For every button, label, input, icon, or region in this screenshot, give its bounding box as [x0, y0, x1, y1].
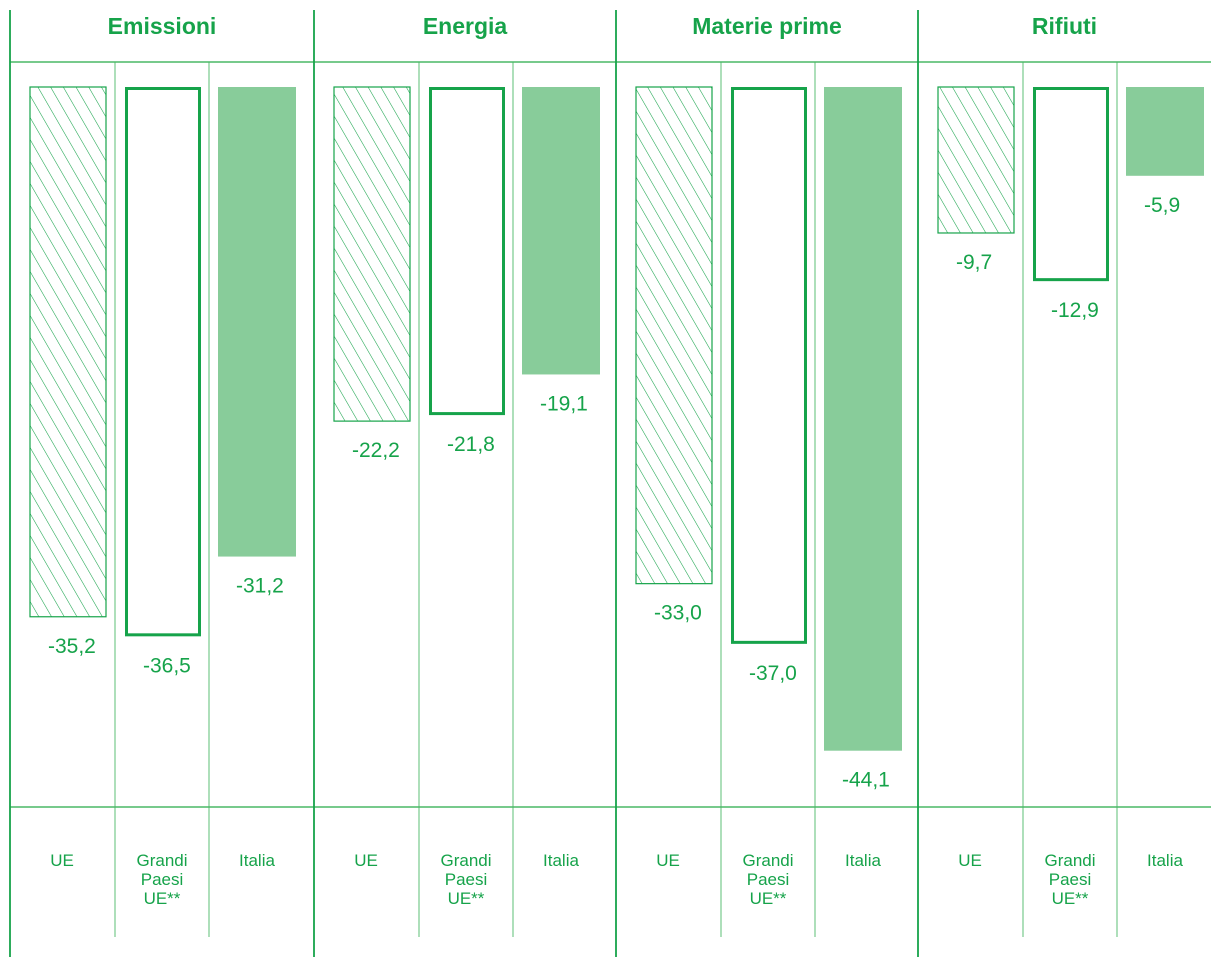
category-label: Paesi [141, 870, 184, 889]
group-title: Rifiuti [1032, 13, 1097, 39]
data-label: -12,9 [1051, 299, 1099, 322]
labels: Emissioni-35,2UE-36,5GrandiPaesiUE**-31,… [48, 13, 1183, 908]
bar [429, 87, 505, 416]
data-label: -19,1 [540, 392, 588, 415]
category-label: Italia [239, 851, 275, 870]
group-title: Materie prime [692, 13, 842, 39]
data-label: -21,8 [447, 433, 495, 456]
bar [937, 86, 1015, 234]
category-label: Grandi [136, 851, 187, 870]
category-label: UE** [144, 889, 181, 908]
category-label: Italia [1147, 851, 1183, 870]
bar [731, 87, 807, 644]
data-label: -36,5 [143, 654, 191, 677]
category-label: UE** [1052, 889, 1089, 908]
bar [1033, 87, 1109, 282]
bar [635, 86, 713, 585]
category-label: Italia [845, 851, 881, 870]
category-label: Grandi [742, 851, 793, 870]
category-label: Paesi [1049, 870, 1092, 889]
group-title: Energia [423, 13, 508, 39]
data-label: -9,7 [956, 251, 992, 274]
bar [1126, 87, 1204, 176]
bar [522, 87, 600, 375]
data-label: -37,0 [749, 662, 797, 685]
category-label: Paesi [747, 870, 790, 889]
data-label: -22,2 [352, 439, 400, 462]
category-label: UE [958, 851, 982, 870]
category-label: UE** [448, 889, 485, 908]
bar [29, 86, 107, 618]
bars [29, 86, 1204, 751]
category-label: Italia [543, 851, 579, 870]
bar [824, 87, 902, 751]
group-title: Emissioni [108, 13, 217, 39]
data-label: -5,9 [1144, 194, 1180, 217]
category-label: UE [656, 851, 680, 870]
bar [333, 86, 411, 422]
bar [218, 87, 296, 557]
category-label: Grandi [1044, 851, 1095, 870]
category-label: Grandi [440, 851, 491, 870]
category-label: UE** [750, 889, 787, 908]
category-label: Paesi [445, 870, 488, 889]
data-label: -31,2 [236, 575, 284, 598]
grid [9, 10, 1211, 957]
bar [125, 87, 201, 637]
category-label: UE [50, 851, 74, 870]
data-label: -35,2 [48, 635, 96, 658]
data-label: -44,1 [842, 769, 890, 792]
category-label: UE [354, 851, 378, 870]
data-label: -33,0 [654, 602, 702, 625]
